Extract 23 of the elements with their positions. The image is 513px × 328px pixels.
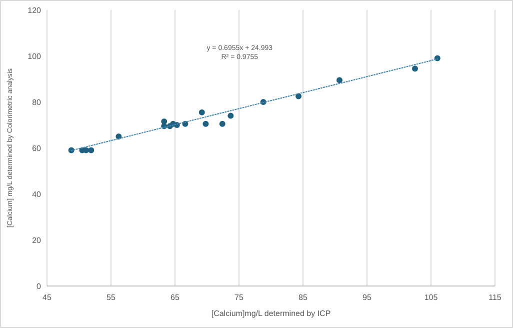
y-tick-label: 100 (28, 52, 42, 61)
point (198, 109, 205, 116)
y-tick-label: 80 (32, 98, 42, 107)
x-tick-label: 65 (170, 293, 180, 302)
point (219, 120, 226, 127)
point (412, 66, 418, 72)
x-tick-label: 95 (362, 293, 372, 302)
x-tick-label: 85 (298, 293, 308, 302)
point (336, 77, 342, 84)
y-tick-label: 20 (32, 236, 42, 245)
x-tick-label: 75 (234, 293, 244, 302)
x-tick-label: 115 (488, 293, 502, 302)
x-axis-title: [Calcium]mg/L determined by ICP (211, 309, 331, 318)
x-tick-label: 105 (424, 293, 438, 302)
y-tick-label: 0 (36, 282, 42, 291)
x-tick-label: 45 (42, 293, 52, 302)
point (228, 112, 234, 119)
y-tick-label: 40 (32, 190, 42, 199)
point (202, 120, 209, 127)
x-tick-label: 55 (106, 293, 116, 302)
y-tick-label: 60 (32, 144, 42, 153)
point (88, 147, 94, 154)
y-tick-label: 120 (28, 6, 42, 15)
